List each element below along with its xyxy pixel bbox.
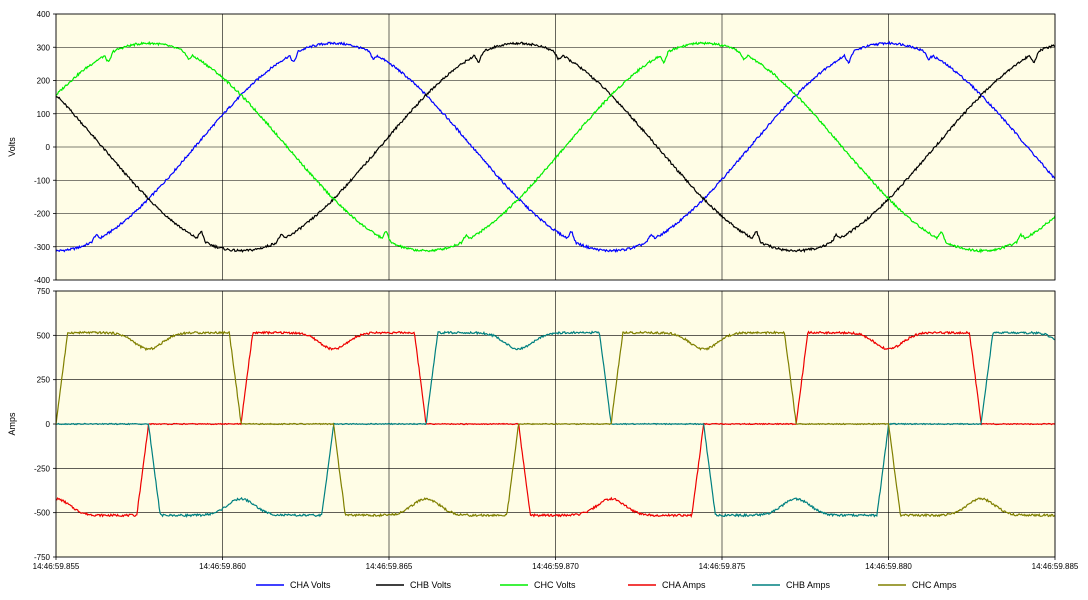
y-tick-label: -500 [34, 509, 51, 518]
legend-label: CHA Volts [290, 580, 331, 590]
legend-label: CHB Amps [786, 580, 831, 590]
x-tick-label: 14:46:59.885 [1032, 562, 1079, 571]
legend-label: CHB Volts [410, 580, 452, 590]
series-line-chb-volts [55, 41, 1056, 254]
series-line-chc-volts [55, 40, 1056, 254]
x-tick-label: 14:46:59.860 [199, 562, 246, 571]
series-line-cha-amps [55, 330, 1056, 518]
y-tick-label: 100 [37, 110, 51, 119]
x-tick-label: 14:46:59.855 [33, 562, 80, 571]
x-tick-label: 14:46:59.880 [865, 562, 912, 571]
y-tick-label: 300 [37, 43, 51, 52]
legend-label: CHA Amps [662, 580, 706, 590]
y-tick-label: -200 [34, 210, 51, 219]
y-tick-label: -100 [34, 176, 51, 185]
legend-label: CHC Amps [912, 580, 957, 590]
y-axis-title: Amps [7, 412, 17, 436]
y-tick-label: 0 [46, 143, 51, 152]
x-tick-label: 14:46:59.865 [366, 562, 413, 571]
x-tick-label: 14:46:59.870 [532, 562, 579, 571]
plot-frame-1 [55, 13, 1056, 281]
y-tick-label: 200 [37, 77, 51, 86]
y-tick-label: -300 [34, 243, 51, 252]
legend-label: CHC Volts [534, 580, 576, 590]
y-tick-label: 250 [37, 376, 51, 385]
y-tick-label: -250 [34, 464, 51, 473]
x-tick-label: 14:46:59.875 [699, 562, 746, 571]
y-axis-title: Volts [7, 137, 17, 157]
y-tick-label: -750 [34, 553, 51, 562]
y-tick-label: 500 [37, 331, 51, 340]
y-tick-label: 0 [46, 420, 51, 429]
y-tick-label: 400 [37, 10, 51, 19]
series-line-cha-volts [55, 40, 1056, 253]
series-line-chc-amps [55, 330, 1056, 518]
y-tick-label: -400 [34, 276, 51, 285]
y-tick-label: 750 [37, 287, 51, 296]
